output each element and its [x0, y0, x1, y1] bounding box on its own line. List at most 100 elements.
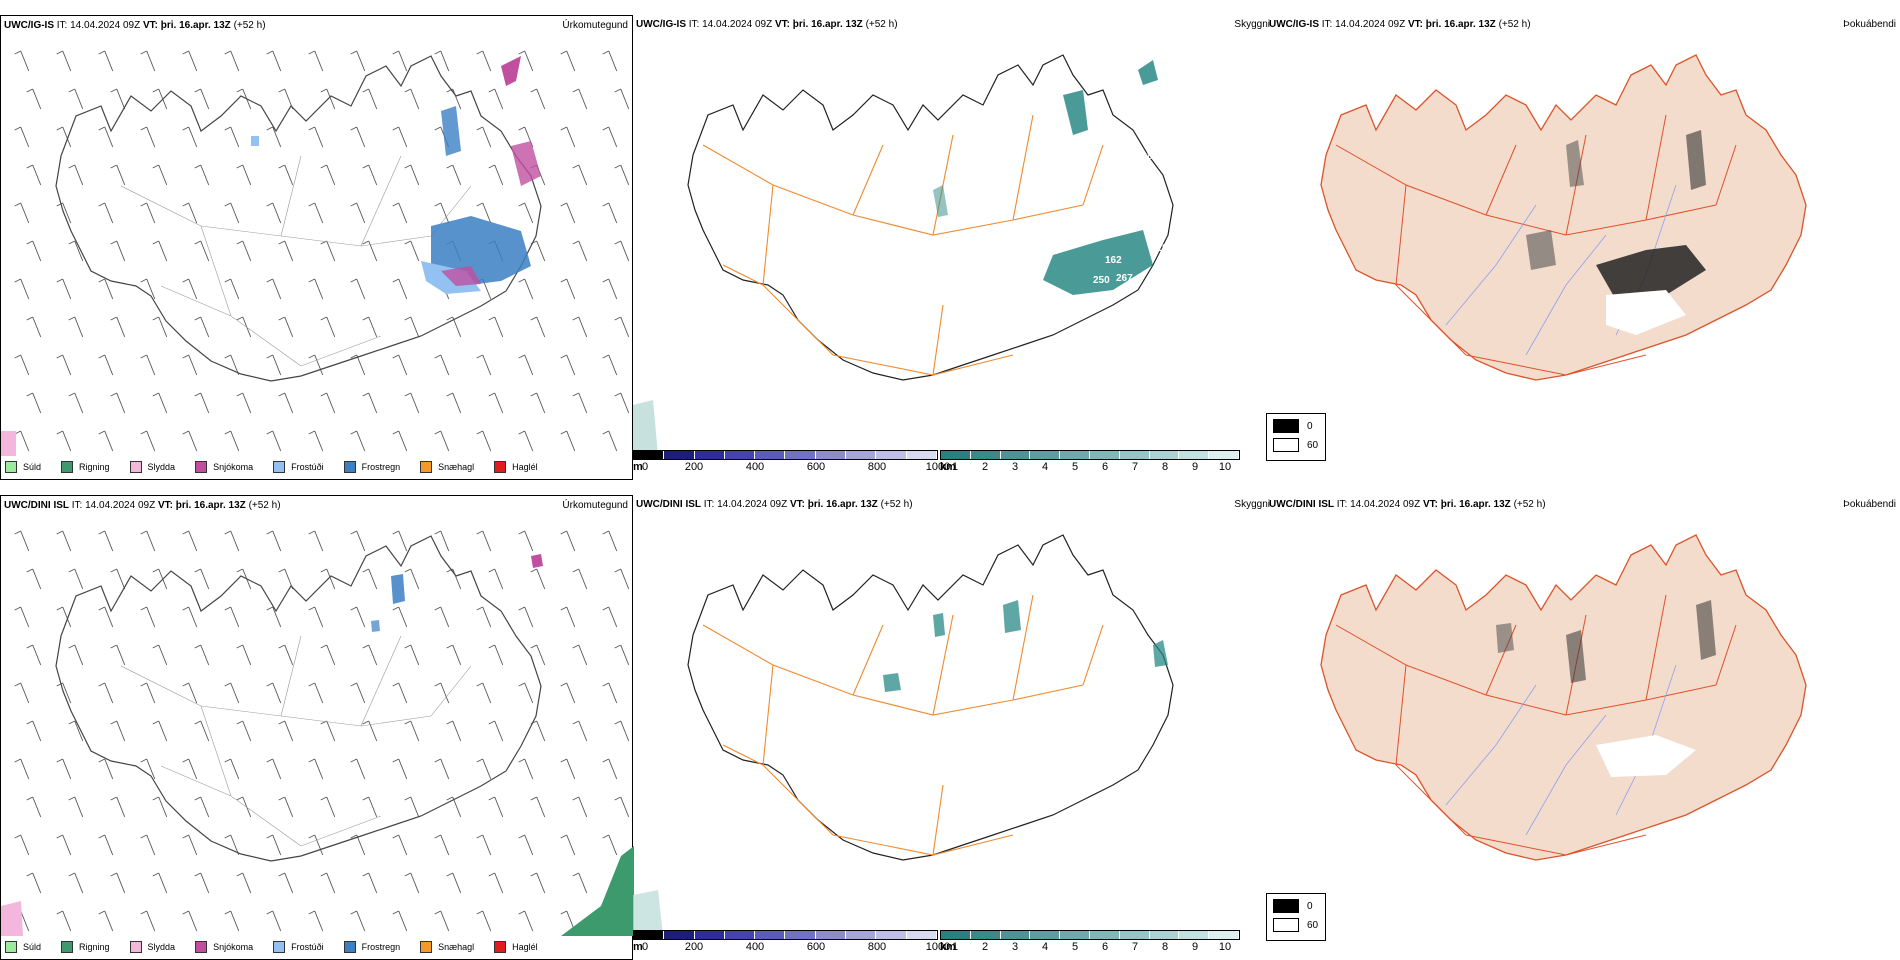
- scale-swatch: [1149, 451, 1180, 459]
- lead-time: (+52 h): [233, 20, 266, 31]
- scale-tick: 8: [1161, 941, 1169, 953]
- scale-swatch: [1209, 451, 1239, 459]
- scale-swatch: [785, 451, 816, 459]
- wind-barbs: [14, 530, 630, 932]
- scale-swatch: [785, 931, 816, 939]
- scale-tick: 3: [1011, 461, 1019, 473]
- scale-km-bar: [940, 450, 1240, 460]
- legend-item: Súld: [5, 941, 41, 953]
- legend-swatch-black: [1273, 899, 1299, 913]
- legend-swatch: [273, 941, 286, 953]
- legend-label: Frostregn: [361, 942, 401, 952]
- scale-swatch: [1089, 931, 1120, 939]
- scale-swatch: [694, 931, 725, 939]
- scale-tick: 8: [1161, 461, 1169, 473]
- legend-label: Haglél: [512, 942, 538, 952]
- scale-km-ticks: km 1 2 3 4 5 6 7 8 9 10: [940, 940, 1240, 954]
- scale-swatch: [694, 451, 725, 459]
- legend-label: Rigning: [79, 462, 110, 472]
- panel-header: UWC/IG-IS IT: 14.04.2024 09Z VT: þri. 16…: [1269, 19, 1531, 30]
- model-name: UWC/DINI ISL: [4, 500, 69, 511]
- road-lines: [120, 635, 472, 847]
- panel-header: UWC/DINI ISL IT: 14.04.2024 09Z VT: þri.…: [4, 500, 281, 511]
- cloud-areas: [633, 600, 1168, 935]
- scale-swatch: [1030, 451, 1061, 459]
- scale-tick: 200: [684, 461, 704, 473]
- scale-tick: 7: [1131, 941, 1139, 953]
- scale-swatch: [876, 931, 907, 939]
- legend-label: Súld: [23, 462, 42, 472]
- legend-swatch: [195, 461, 208, 473]
- legend-swatch: [61, 461, 74, 473]
- legend-swatch: [129, 461, 142, 473]
- scale-swatch: [634, 451, 665, 459]
- map-label: 250: [1093, 275, 1110, 286]
- scale-tick: 5: [1071, 941, 1079, 953]
- scale-tick: 800: [867, 941, 887, 953]
- valid-time: þri. 16.apr. 13Z: [792, 19, 863, 30]
- fog-legend: 0 60: [1266, 413, 1326, 461]
- scale-unit: m: [633, 461, 643, 473]
- panel-header: UWC/IG-IS IT: 14.04.2024 09Z VT: þri. 16…: [636, 19, 898, 30]
- legend-label: Slydda: [147, 942, 176, 952]
- scale-tick: 200: [684, 941, 704, 953]
- scale-meters: m 0 200 400 600 800 1000: [633, 930, 950, 958]
- valid-time: þri. 16.apr. 13Z: [807, 499, 878, 510]
- panel-title: Úrkomutegund: [562, 500, 628, 511]
- legend-swatch-white: [1273, 438, 1299, 452]
- scale-swatch: [815, 451, 847, 459]
- scale-swatch: [1179, 451, 1210, 459]
- road-lines: [120, 155, 472, 367]
- lead-time: (+52 h): [880, 499, 913, 510]
- panel-title: Skyggni: [1234, 19, 1270, 30]
- scale-swatch: [755, 451, 786, 459]
- lead-time: (+52 h): [865, 19, 898, 30]
- scale-meters: m 0 200 400 600 800 1000: [633, 450, 950, 478]
- legend-item: Slydda: [129, 461, 175, 473]
- scale-swatch: [1030, 931, 1061, 939]
- iceland-fill: [1320, 54, 1807, 381]
- legend-label: Haglél: [512, 462, 538, 472]
- iceland-fill: [1320, 534, 1807, 861]
- scale-swatch: [846, 451, 877, 459]
- scale-tick: 600: [806, 461, 826, 473]
- model-name: UWC/DINI ISL: [1269, 499, 1334, 510]
- lead-time: (+52 h): [1498, 19, 1531, 30]
- legend-swatch: [129, 941, 142, 953]
- legend-item: Frostregn: [343, 461, 400, 473]
- precip-areas: [1, 56, 541, 456]
- init-time: 14.04.2024 09Z: [85, 500, 156, 511]
- valid-time: þri. 16.apr. 13Z: [160, 20, 231, 31]
- scale-tick: 0: [641, 461, 649, 473]
- lead-time: (+52 h): [248, 500, 281, 511]
- cloud-areas: [633, 60, 1158, 455]
- fog-areas: [1526, 130, 1706, 335]
- scale-swatch: [846, 931, 877, 939]
- map-label: 162: [1105, 255, 1122, 266]
- iceland-outline: [55, 55, 542, 382]
- legend-swatch: [494, 461, 507, 473]
- scale-unit: m: [633, 941, 643, 953]
- panel-title: Þokuábendi: [1843, 19, 1896, 30]
- map-label: 319: [1151, 243, 1168, 254]
- precip-panel-2: UWC/DINI ISL IT: 14.04.2024 09Z VT: þri.…: [0, 495, 634, 960]
- scale-unit: km: [940, 461, 956, 473]
- scale-swatch: [906, 451, 937, 459]
- scale-tick: 3: [1011, 941, 1019, 953]
- legend-item: Snæhagl: [420, 461, 474, 473]
- scale-tick: 600: [806, 941, 826, 953]
- legend-label: Súld: [23, 942, 42, 952]
- legend-item: Snjókoma: [195, 941, 253, 953]
- legend-item: Rigning: [61, 941, 110, 953]
- scale-swatch: [1149, 931, 1180, 939]
- precip-map-2: [1, 530, 634, 936]
- scale-tick: 6: [1101, 941, 1109, 953]
- init-time: 14.04.2024 09Z: [717, 499, 788, 510]
- iceland-outline: [687, 54, 1174, 381]
- model-name: UWC/IG-IS: [1269, 19, 1319, 30]
- scale-swatch: [634, 931, 665, 939]
- scale-swatch: [876, 451, 907, 459]
- legend-item: Frostregn: [343, 941, 401, 953]
- precip-legend: Súld Rigning Slydda Snjókoma Frostúði Frostre…: [5, 461, 538, 473]
- scale-swatch: [941, 931, 971, 939]
